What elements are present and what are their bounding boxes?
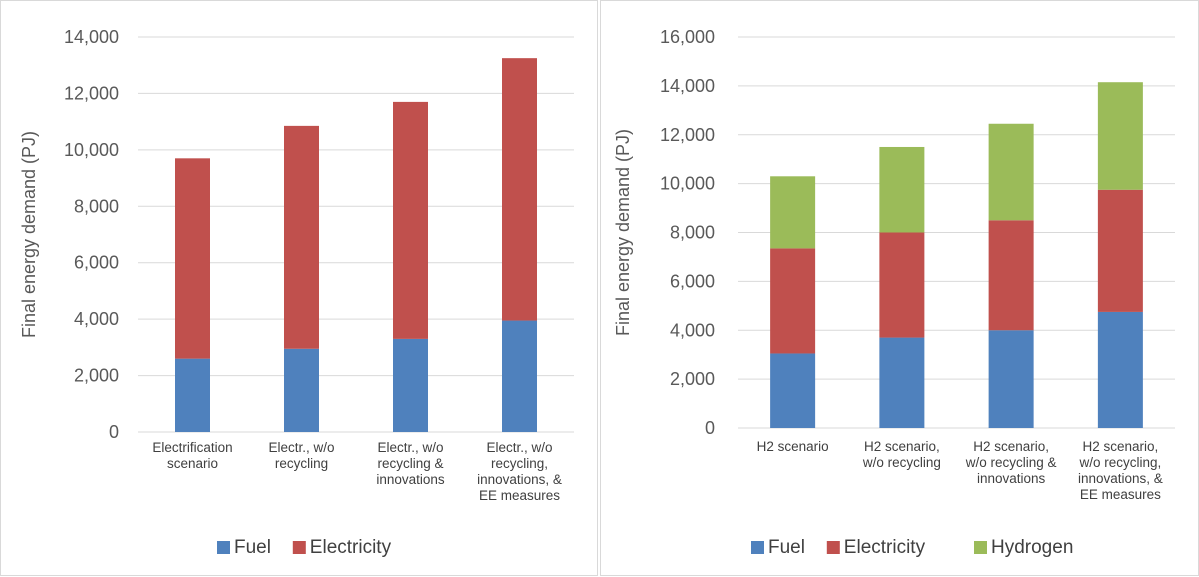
chart-right: 0 2,000 4,000 6,000 8,000 10,000 12,000 14,000 1… bbox=[613, 27, 1175, 558]
bar-electricity-2 bbox=[879, 232, 925, 338]
bar-electricity-4 bbox=[1097, 189, 1143, 312]
chart-panel-left: 0 2,000 4,000 6,000 8,000 10,000 12,000 14,000 F… bbox=[0, 0, 598, 576]
bar-electricity-3 bbox=[988, 220, 1034, 331]
y-axis-label: Final energy demand (PJ) bbox=[19, 131, 39, 338]
y-tick-label: 14,000 bbox=[64, 27, 119, 47]
y-tick-label: 0 bbox=[109, 422, 119, 442]
bar-fuel-4 bbox=[1097, 311, 1143, 428]
legend-label-fuel: Fuel bbox=[234, 537, 271, 558]
legend-swatch-electricity bbox=[826, 541, 840, 554]
y-tick-label: 6,000 bbox=[74, 253, 119, 273]
bar-fuel-1 bbox=[770, 353, 816, 428]
y-tick-label: 8,000 bbox=[670, 223, 715, 243]
y-tick-label: 0 bbox=[705, 418, 715, 438]
bar-hydrogen-1 bbox=[770, 176, 816, 249]
x-category-label: H2 scenario, w/o recycling bbox=[862, 439, 941, 470]
x-category-label: Electr., w/o recycling, innovations, & EE m… bbox=[477, 440, 562, 503]
y-tick-label: 2,000 bbox=[670, 369, 715, 389]
x-category-label: Electrification scenario bbox=[152, 440, 232, 471]
x-category-label: H2 scenario, w/o recycling & innovations bbox=[965, 439, 1057, 486]
bar-electricity-1 bbox=[770, 248, 816, 354]
legend-label-hydrogen: Hydrogen bbox=[991, 537, 1073, 558]
legend-swatch-electricity bbox=[292, 541, 306, 554]
legend-label-fuel: Fuel bbox=[768, 537, 805, 558]
bar-fuel-2 bbox=[284, 348, 319, 432]
bar-electricity-3 bbox=[393, 101, 428, 339]
legend: Fuel Electricity Hydrogen bbox=[751, 537, 1073, 558]
legend: Fuel Electricity bbox=[217, 537, 392, 558]
legend-label-electricity: Electricity bbox=[844, 537, 926, 558]
x-category-label: Electr., w/o recycling bbox=[268, 440, 334, 471]
chart-left: 0 2,000 4,000 6,000 8,000 10,000 12,000 14,000 F… bbox=[19, 27, 574, 558]
y-tick-label: 14,000 bbox=[660, 76, 715, 96]
y-tick-label: 6,000 bbox=[670, 271, 715, 291]
bar-fuel-2 bbox=[879, 337, 925, 428]
bar-fuel-4 bbox=[502, 320, 537, 432]
x-category-label: H2 scenario, w/o recycling, innovations, &… bbox=[1078, 439, 1163, 502]
y-tick-label: 2,000 bbox=[74, 366, 119, 386]
x-category-label: Electr., w/o recycling & innovations bbox=[376, 440, 445, 487]
legend-label-electricity: Electricity bbox=[310, 537, 392, 558]
bar-fuel-3 bbox=[393, 338, 428, 432]
bar-hydrogen-3 bbox=[988, 123, 1034, 221]
y-axis-label: Final energy demand (PJ) bbox=[613, 129, 633, 336]
bar-electricity-1 bbox=[175, 158, 210, 359]
bar-electricity-4 bbox=[502, 58, 537, 321]
x-category-label: H2 scenario bbox=[757, 439, 829, 454]
y-tick-label: 12,000 bbox=[660, 125, 715, 145]
y-tick-label: 12,000 bbox=[64, 83, 119, 103]
bar-hydrogen-4 bbox=[1097, 82, 1143, 190]
chart-panel-right: 0 2,000 4,000 6,000 8,000 10,000 12,000 14,000 1… bbox=[600, 0, 1199, 576]
y-tick-label: 8,000 bbox=[74, 196, 119, 216]
legend-swatch-fuel bbox=[217, 541, 230, 554]
y-tick-label: 4,000 bbox=[670, 320, 715, 340]
legend-swatch-hydrogen bbox=[974, 541, 987, 554]
bar-hydrogen-2 bbox=[879, 146, 925, 233]
y-tick-label: 4,000 bbox=[74, 309, 119, 329]
bar-electricity-2 bbox=[284, 125, 319, 349]
bar-fuel-3 bbox=[988, 330, 1034, 428]
legend-swatch-fuel bbox=[751, 541, 764, 554]
y-tick-label: 10,000 bbox=[64, 140, 119, 160]
y-tick-label: 16,000 bbox=[660, 27, 715, 47]
y-tick-label: 10,000 bbox=[660, 174, 715, 194]
bar-fuel-1 bbox=[175, 358, 210, 432]
